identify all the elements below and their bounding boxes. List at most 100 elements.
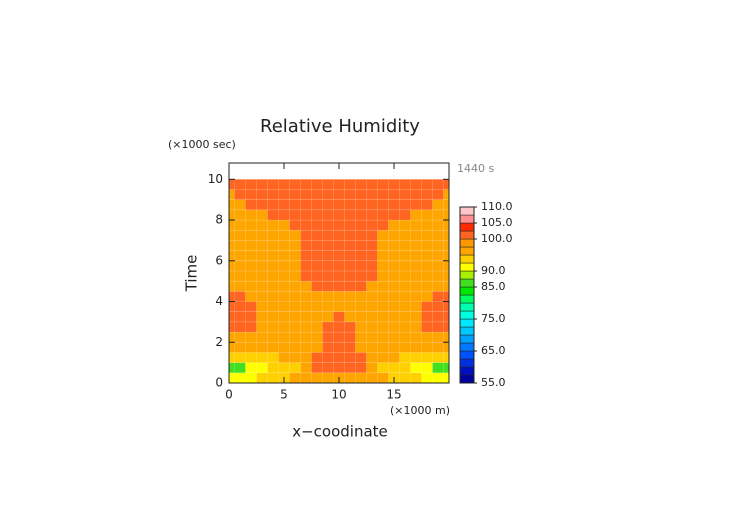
contour-cell: [421, 209, 433, 221]
contour-cell: [344, 219, 356, 231]
contour-cell: [228, 372, 235, 384]
x-tick-label: 15: [386, 388, 401, 402]
contour-cell: [289, 250, 301, 262]
contour-cell: [388, 301, 400, 312]
contour-cell: [333, 342, 345, 353]
contour-cell: [443, 229, 450, 241]
contour-cell: [234, 301, 246, 312]
contour-cell: [267, 362, 279, 374]
contour-cell: [278, 301, 290, 312]
contour-cell: [443, 240, 450, 251]
contour-cell: [322, 291, 334, 302]
contour-cell: [228, 209, 235, 221]
contour-cell: [399, 209, 411, 221]
contour-cell: [267, 321, 279, 333]
contour-cell: [432, 352, 444, 363]
contour-cell: [289, 342, 301, 353]
contour-cell: [278, 199, 290, 211]
contour-cell: [333, 362, 345, 374]
contour-cell: [377, 291, 389, 302]
contour-cell: [322, 189, 334, 200]
contour-cell: [421, 250, 433, 262]
contour-cell: [278, 291, 290, 302]
contour-cell: [267, 199, 279, 211]
contour-cell: [256, 352, 268, 363]
contour-cell: [333, 209, 345, 221]
contour-cell: [377, 270, 389, 282]
contour-cell: [245, 209, 257, 221]
contour-cell: [278, 219, 290, 231]
x-tick-label: 10: [331, 388, 346, 402]
colorbar-band: [459, 222, 475, 232]
contour-cell: [228, 179, 235, 190]
contour-cell: [256, 362, 268, 374]
contour-cell: [333, 280, 345, 292]
contour-cell: [421, 342, 433, 353]
contour-cell: [278, 179, 290, 190]
contour-cell: [388, 331, 400, 343]
contour-cell: [228, 291, 235, 302]
contour-cell: [234, 311, 246, 323]
contour-cell: [228, 189, 235, 200]
contour-cell: [322, 199, 334, 211]
contour-cell: [289, 229, 301, 241]
contour-cell: [333, 219, 345, 231]
contour-cell: [366, 362, 378, 374]
contour-cell: [311, 311, 323, 323]
contour-cell: [421, 372, 433, 384]
y-tick-label: 10: [208, 172, 223, 186]
contour-cell: [377, 311, 389, 323]
contour-cell: [245, 321, 257, 333]
contour-cell: [234, 362, 246, 374]
contour-cell: [344, 331, 356, 343]
contour-cell: [278, 331, 290, 343]
contour-cell: [311, 342, 323, 353]
contour-cell: [300, 270, 312, 282]
contour-cell: [366, 240, 378, 251]
contour-cell: [366, 301, 378, 312]
y-tick-label: 6: [215, 253, 223, 267]
contour-cell: [344, 311, 356, 323]
contour-cell: [289, 372, 301, 384]
contour-cell: [355, 240, 367, 251]
contour-cell: [289, 280, 301, 292]
contour-cell: [311, 280, 323, 292]
contour-cell: [300, 342, 312, 353]
contour-cell: [443, 209, 450, 221]
contour-cell: [256, 229, 268, 241]
contour-cell: [228, 311, 235, 323]
contour-cell: [300, 301, 312, 312]
contour-cell: [410, 311, 422, 323]
contour-cell: [228, 219, 235, 231]
contour-cell: [366, 199, 378, 211]
contour-cell: [432, 301, 444, 312]
contour-cell: [377, 321, 389, 333]
contour-cell: [366, 342, 378, 353]
contour-cell: [300, 331, 312, 343]
contour-cell: [311, 260, 323, 272]
contour-cell: [234, 209, 246, 221]
contour-cell: [278, 352, 290, 363]
contour-cell: [256, 342, 268, 353]
contour-cell: [245, 301, 257, 312]
contour-cell: [388, 352, 400, 363]
contour-cell: [388, 229, 400, 241]
contour-cell: [388, 179, 400, 190]
contour-cell: [267, 209, 279, 221]
contour-cell: [432, 199, 444, 211]
contour-cell: [388, 219, 400, 231]
contour-cell: [410, 331, 422, 343]
contour-cell: [234, 260, 246, 272]
colorbar-label: 75.0: [481, 312, 506, 325]
contour-cell: [267, 342, 279, 353]
contour-cell: [432, 270, 444, 282]
contour-cell: [366, 189, 378, 200]
contour-cell: [228, 260, 235, 272]
contour-cell: [256, 301, 268, 312]
contour-cell: [228, 342, 235, 353]
contour-cell: [355, 179, 367, 190]
contour-cell: [234, 291, 246, 302]
contour-cell: [355, 311, 367, 323]
contour-cell: [432, 311, 444, 323]
